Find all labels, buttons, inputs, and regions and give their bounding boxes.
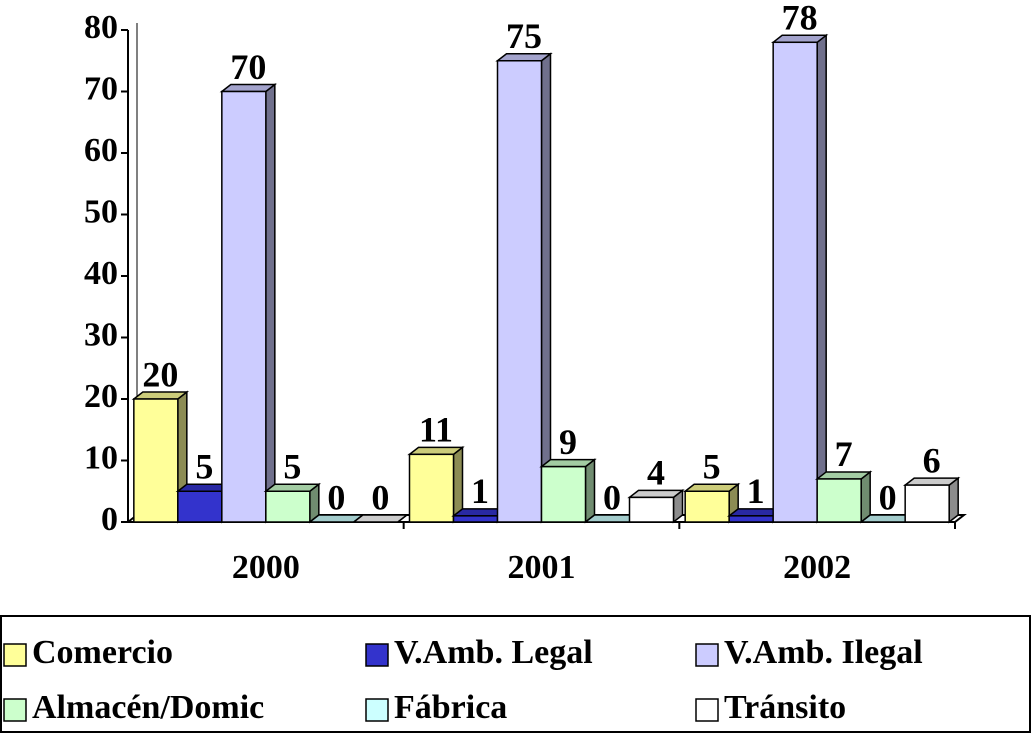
- bar: [816, 478, 862, 523]
- data-label: 0: [371, 477, 389, 517]
- y-tick-label: 70: [84, 70, 118, 107]
- data-label: 5: [703, 447, 721, 487]
- bar: [177, 490, 223, 523]
- y-tick-label: 40: [84, 255, 118, 292]
- y-tick-label: 80: [84, 9, 118, 46]
- bar-top: [351, 514, 410, 523]
- bar: [265, 490, 311, 523]
- legend-label: Fábrica: [394, 689, 507, 726]
- bar: [133, 398, 179, 523]
- legend-swatch: [365, 643, 389, 667]
- data-label: 6: [923, 440, 941, 480]
- data-label: 1: [471, 471, 489, 511]
- bar-side: [584, 458, 596, 524]
- data-label: 0: [879, 477, 897, 517]
- data-label: 4: [647, 453, 665, 493]
- bar-side: [540, 52, 552, 524]
- legend-label: V.Amb. Ilegal: [724, 634, 923, 671]
- y-tick-label: 60: [84, 132, 118, 169]
- bar: [904, 484, 950, 523]
- legend-label: Comercio: [32, 634, 173, 671]
- legend-box: [0, 615, 1031, 733]
- y-tick-label: 20: [84, 378, 118, 415]
- data-label: 5: [283, 447, 301, 487]
- x-tick-label: 2001: [508, 549, 576, 586]
- bar: [452, 515, 499, 523]
- bar: [540, 465, 587, 523]
- data-label: 7: [835, 434, 853, 474]
- data-label: 1: [747, 471, 765, 511]
- data-label: 78: [782, 0, 818, 38]
- x-tick-label: 2002: [783, 549, 851, 586]
- bar: [628, 496, 675, 523]
- y-tick-label: 0: [101, 501, 118, 538]
- bar: [408, 453, 455, 523]
- y-tick-label: 10: [84, 439, 118, 476]
- data-label: 70: [230, 47, 266, 87]
- legend-swatch: [695, 643, 719, 667]
- legend-swatch: [695, 698, 719, 722]
- bar: [684, 490, 730, 523]
- bar-side: [860, 470, 871, 524]
- data-label: 9: [559, 422, 577, 462]
- legend-swatch: [3, 698, 27, 722]
- data-label: 75: [506, 16, 542, 56]
- bar-side: [816, 33, 827, 524]
- data-label: 5: [195, 447, 213, 487]
- data-label: 11: [419, 410, 453, 450]
- bar: [496, 60, 543, 523]
- legend-swatch: [365, 698, 389, 722]
- bar: [221, 90, 267, 523]
- bar: [728, 515, 774, 523]
- bar: [772, 41, 818, 523]
- legend-swatch: [3, 643, 27, 667]
- legend-label: V.Amb. Legal: [394, 634, 593, 671]
- data-label: 20: [142, 354, 178, 394]
- bar-side: [265, 82, 276, 524]
- y-tick-label: 50: [84, 193, 118, 230]
- data-label: 0: [327, 477, 345, 517]
- x-tick-label: 2000: [232, 549, 300, 586]
- data-label: 0: [603, 477, 621, 517]
- legend-label: Almacén/Domic: [32, 689, 264, 726]
- legend-label: Tránsito: [724, 689, 846, 726]
- y-tick-label: 30: [84, 316, 118, 353]
